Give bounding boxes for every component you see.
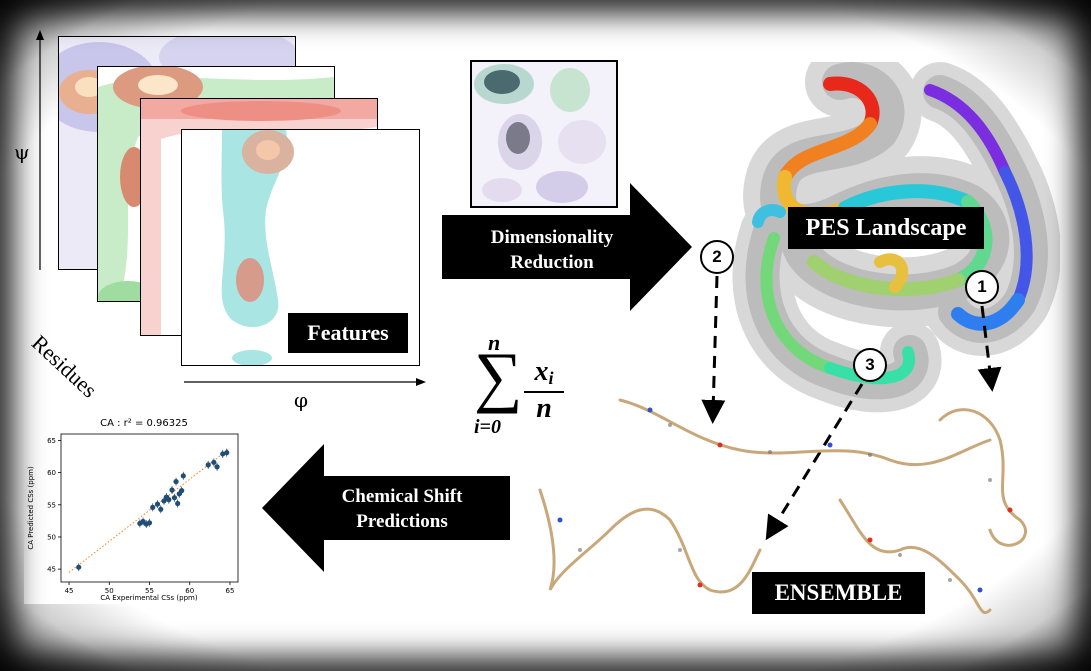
- chemical-shift-scatter-chart: CA : r² = 0.96325 CA Experimental CSs (p…: [24, 412, 248, 604]
- arrow-marker-3: [765, 383, 864, 541]
- conformer-3: [538, 488, 762, 594]
- data-point-6: [154, 501, 161, 507]
- arrow-marker-2: [701, 275, 726, 424]
- chart-title: CA : r² = 0.96325: [100, 418, 188, 429]
- y-tick-label-4: 65: [47, 437, 56, 445]
- reduced-density-thumbnail: [470, 60, 618, 208]
- y-tick-label-0: 45: [47, 566, 56, 574]
- data-point-12: [171, 495, 178, 501]
- pes-landscape-label: PES Landscape: [788, 207, 984, 249]
- x-tick-label-2: 55: [145, 587, 154, 595]
- data-point-14: [175, 500, 181, 507]
- psi-axis-label: ψ: [14, 140, 30, 164]
- chemical-shift-label: Chemical Shift Predictions: [306, 484, 498, 534]
- y-axis-label: CA Predicted CSs (ppm): [27, 466, 35, 550]
- data-point-11: [169, 487, 175, 493]
- x-tick-label-1: 50: [105, 587, 114, 595]
- conformer-4: [838, 498, 992, 614]
- pes-landscape-plot: [732, 62, 1060, 413]
- reduced-density-plot: [472, 62, 616, 206]
- ensemble-label: ENSEMBLE: [752, 572, 925, 614]
- dimensionality-reduction-arrow: [442, 183, 692, 311]
- x-axis-label: CA Experimental CSs (ppm): [100, 594, 197, 602]
- cs-line1: Chemical Shift: [341, 486, 463, 507]
- x-tick-label-0: 45: [65, 587, 74, 595]
- marker-2: 2: [700, 240, 734, 274]
- data-point-16: [179, 488, 185, 494]
- data-point-5: [150, 504, 156, 510]
- dimensionality-reduction-label: Dimensionality Reduction: [462, 225, 642, 275]
- mean-formula: n ∑ i=0 xi n: [470, 330, 580, 440]
- data-point-21: [220, 451, 226, 457]
- formula-lower-limit: i=0: [474, 416, 501, 438]
- data-point-18: [205, 462, 211, 468]
- chemical-shift-arrow: [262, 444, 510, 572]
- psi-axis-arrow: [36, 30, 44, 270]
- data-point-10: [166, 497, 172, 503]
- data-point-0: [76, 564, 82, 570]
- conformer-2: [938, 408, 1027, 547]
- x-tick-label-4: 65: [225, 587, 234, 595]
- sigma-symbol: ∑: [474, 338, 523, 414]
- fit-line: [68, 447, 231, 573]
- data-point-8: [161, 498, 167, 504]
- conformer-1: [618, 398, 992, 467]
- arrow-marker-1: [977, 305, 1002, 392]
- formula-fraction: xi n: [524, 356, 564, 423]
- data-point-19: [211, 459, 217, 465]
- marker-3: 3: [853, 348, 887, 382]
- formula-subscript: i: [548, 368, 554, 389]
- y-tick-label-2: 55: [47, 501, 56, 509]
- phi-axis-arrow: [184, 378, 426, 386]
- marker-1: 1: [965, 270, 999, 304]
- x-tick-label-3: 60: [185, 587, 194, 595]
- ensemble-structures: [538, 398, 1027, 614]
- data-point-17: [180, 473, 186, 479]
- scatter-chart-svg: CA : r² = 0.96325 CA Experimental CSs (p…: [27, 418, 239, 602]
- phi-axis-label: φ: [294, 388, 309, 412]
- data-point-13: [173, 479, 179, 485]
- y-tick-label-3: 60: [47, 469, 56, 477]
- data-point-7: [158, 506, 164, 512]
- features-label: Features: [288, 313, 408, 353]
- data-point-22: [224, 450, 230, 456]
- plot-frame: [60, 433, 239, 583]
- formula-numerator: x: [534, 356, 549, 387]
- cs-line2: Predictions: [356, 511, 448, 532]
- dim-reduction-line1: Dimensionality: [490, 227, 614, 248]
- formula-denominator: n: [536, 393, 552, 425]
- dim-reduction-line2: Reduction: [510, 252, 594, 273]
- y-tick-label-1: 50: [47, 533, 56, 541]
- data-point-4: [146, 520, 153, 526]
- data-point-20: [214, 464, 220, 470]
- formula-upper-limit: n: [488, 330, 501, 355]
